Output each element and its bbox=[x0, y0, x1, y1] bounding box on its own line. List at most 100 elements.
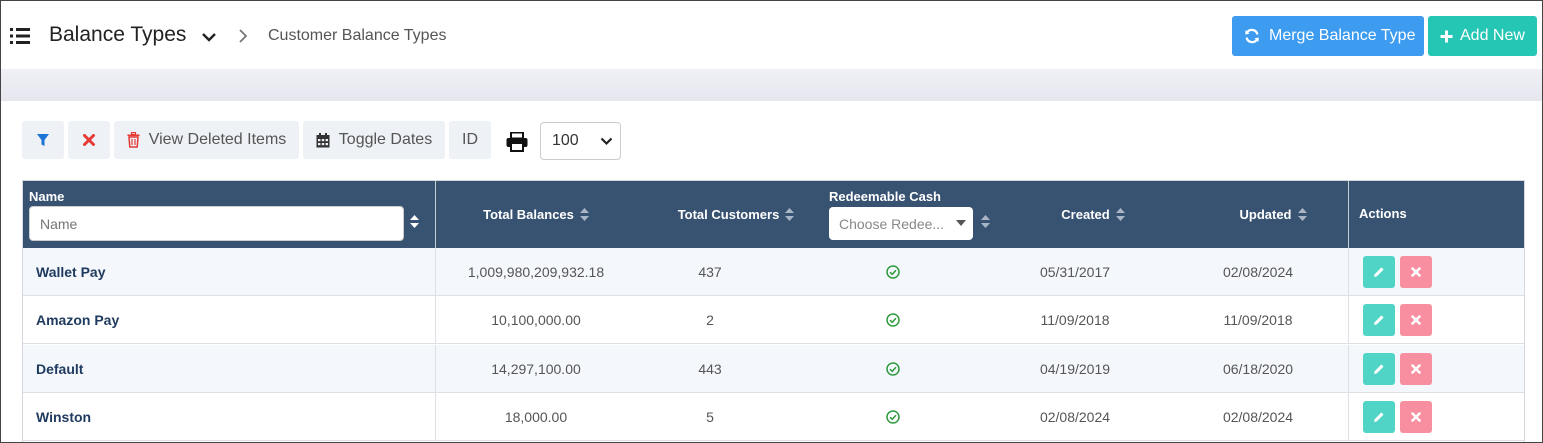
page-title: Balance Types bbox=[49, 23, 187, 46]
table-row: Amazon Pay 10,100,000.00 2 11/09/2018 11/09/… bbox=[23, 296, 1524, 344]
row-name[interactable]: Amazon Pay bbox=[23, 296, 436, 344]
id-label: ID bbox=[462, 131, 478, 148]
row-total-balances: 18,000.00 bbox=[504, 409, 568, 425]
row-actions bbox=[1348, 296, 1524, 344]
delete-button[interactable] bbox=[1400, 401, 1432, 433]
column-total-customers-label: Total Customers bbox=[677, 207, 780, 222]
row-created: 04/19/2019 bbox=[1039, 361, 1111, 377]
row-name[interactable]: Default bbox=[23, 345, 436, 393]
column-actions: Actions bbox=[1348, 181, 1524, 248]
toggle-dates-button[interactable]: Toggle Dates bbox=[303, 121, 445, 159]
row-total-customers: 437 bbox=[698, 264, 722, 280]
merge-balance-type-button[interactable]: Merge Balance Type bbox=[1232, 16, 1424, 56]
column-total-customers[interactable]: Total Customers bbox=[636, 181, 836, 248]
row-redeemable-cash bbox=[783, 393, 1003, 441]
clear-filter-button[interactable] bbox=[68, 121, 110, 159]
trash-icon bbox=[127, 132, 140, 148]
row-total-customers: 5 bbox=[706, 409, 714, 425]
column-updated[interactable]: Updated bbox=[1163, 181, 1383, 248]
row-name[interactable]: Winston bbox=[23, 393, 436, 441]
balance-types-table: Name Total Balances Total Customers Re bbox=[22, 180, 1525, 442]
row-redeemable-cash bbox=[783, 296, 1003, 344]
column-name: Name bbox=[23, 181, 436, 248]
calendar-icon bbox=[316, 132, 330, 147]
view-deleted-items-button[interactable]: View Deleted Items bbox=[114, 121, 299, 159]
row-total-balances: 10,100,000.00 bbox=[491, 312, 581, 328]
edit-button[interactable] bbox=[1363, 401, 1395, 433]
row-updated: 02/08/2024 bbox=[1222, 264, 1294, 280]
page-header: Balance Types Customer Balance Types Mer… bbox=[1, 1, 1542, 69]
delete-button[interactable] bbox=[1400, 353, 1432, 385]
chevron-down-icon[interactable] bbox=[201, 30, 217, 44]
page-size-select[interactable]: 100 bbox=[540, 122, 621, 160]
row-actions bbox=[1348, 248, 1524, 296]
close-icon bbox=[83, 134, 95, 146]
redeemable-cash-select[interactable]: Choose Redee... bbox=[829, 207, 973, 240]
view-deleted-label: View Deleted Items bbox=[148, 131, 287, 148]
row-total-balances: 14,297,100.00 bbox=[491, 361, 581, 377]
table-row: Winston 18,000.00 5 02/08/2024 02/08/2024 bbox=[23, 393, 1524, 441]
close-icon bbox=[1411, 267, 1421, 277]
filter-button[interactable] bbox=[22, 121, 64, 159]
id-toggle-button[interactable]: ID bbox=[449, 121, 491, 159]
sort-icon[interactable] bbox=[981, 215, 990, 228]
name-filter-input[interactable] bbox=[29, 206, 404, 241]
row-created: 05/31/2017 bbox=[1039, 264, 1111, 280]
page-size-value: 100 bbox=[552, 132, 579, 149]
breadcrumb[interactable]: Customer Balance Types bbox=[268, 27, 447, 44]
row-total-balances: 1,009,980,209,932.18 bbox=[467, 264, 605, 280]
column-total-balances[interactable]: Total Balances bbox=[436, 181, 636, 248]
check-circle-icon bbox=[886, 313, 900, 327]
edit-button[interactable] bbox=[1363, 353, 1395, 385]
redeemable-cash-placeholder: Choose Redee... bbox=[839, 215, 945, 232]
edit-button[interactable] bbox=[1363, 256, 1395, 288]
pencil-icon bbox=[1374, 267, 1384, 277]
sort-icon[interactable] bbox=[410, 215, 419, 228]
row-total-customers: 2 bbox=[706, 312, 714, 328]
table-row: Default 14,297,100.00 443 04/19/2019 06/18/2… bbox=[23, 345, 1524, 393]
sort-icon[interactable] bbox=[1115, 208, 1125, 221]
refresh-icon bbox=[1245, 28, 1259, 44]
column-redeemable-cash: Redeemable Cash Choose Redee... bbox=[803, 181, 990, 248]
list-menu-icon[interactable] bbox=[10, 27, 30, 45]
row-updated: 11/09/2018 bbox=[1223, 312, 1293, 328]
sort-icon[interactable] bbox=[785, 208, 795, 221]
header-band bbox=[1, 69, 1542, 101]
column-actions-label: Actions bbox=[1359, 206, 1407, 221]
sort-icon[interactable] bbox=[1297, 208, 1307, 221]
add-label: Add New bbox=[1460, 27, 1525, 44]
column-total-balances-label: Total Balances bbox=[483, 207, 574, 222]
row-redeemable-cash bbox=[783, 248, 1003, 296]
filter-icon bbox=[37, 133, 49, 146]
row-created: 02/08/2024 bbox=[1039, 409, 1111, 425]
edit-button[interactable] bbox=[1363, 304, 1395, 336]
add-new-button[interactable]: Add New bbox=[1428, 16, 1537, 56]
column-created-label: Created bbox=[1061, 207, 1110, 222]
close-icon bbox=[1411, 364, 1421, 374]
toggle-dates-label: Toggle Dates bbox=[338, 131, 433, 148]
close-icon bbox=[1411, 412, 1421, 422]
row-updated: 02/08/2024 bbox=[1222, 409, 1294, 425]
check-circle-icon bbox=[886, 265, 900, 279]
row-name[interactable]: Wallet Pay bbox=[23, 248, 436, 296]
pencil-icon bbox=[1374, 412, 1384, 422]
column-redeemable-cash-label: Redeemable Cash bbox=[829, 189, 941, 204]
merge-label: Merge Balance Type bbox=[1269, 27, 1416, 44]
delete-button[interactable] bbox=[1400, 304, 1432, 336]
row-created: 11/09/2018 bbox=[1040, 312, 1110, 328]
row-redeemable-cash bbox=[783, 345, 1003, 393]
column-name-label: Name bbox=[29, 189, 65, 204]
row-total-customers: 443 bbox=[698, 361, 722, 377]
check-circle-icon bbox=[886, 362, 900, 376]
pencil-icon bbox=[1374, 364, 1384, 374]
sort-icon[interactable] bbox=[579, 208, 589, 221]
column-updated-label: Updated bbox=[1239, 207, 1292, 222]
print-icon[interactable] bbox=[506, 132, 528, 152]
pencil-icon bbox=[1374, 315, 1384, 325]
delete-button[interactable] bbox=[1400, 256, 1432, 288]
caret-down-icon bbox=[956, 220, 966, 226]
table-header: Name Total Balances Total Customers Re bbox=[23, 181, 1524, 248]
row-actions bbox=[1348, 393, 1524, 441]
column-created[interactable]: Created bbox=[983, 181, 1203, 248]
